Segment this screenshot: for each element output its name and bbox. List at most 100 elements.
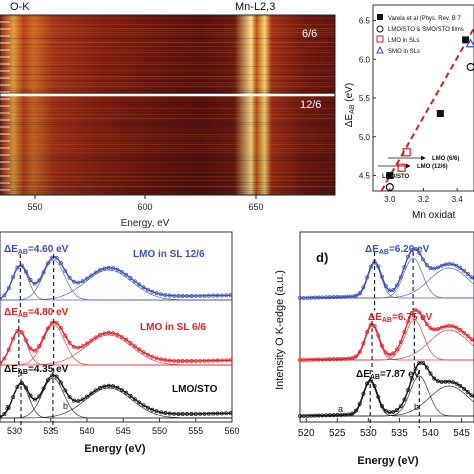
legend-lmo-sl: LMO in SLs bbox=[388, 38, 419, 44]
spectrum-data-point bbox=[331, 295, 336, 300]
spectrum-data-point bbox=[172, 293, 176, 298]
spectrum-data-point bbox=[180, 412, 185, 416]
scatter-y-label-sub: AB bbox=[349, 104, 356, 114]
spectrum-data-point bbox=[206, 358, 211, 363]
spectra-d-frame bbox=[299, 231, 474, 423]
spectrum-data-point bbox=[342, 294, 347, 299]
heatmap-shade bbox=[0, 15, 335, 195]
spectrum-data-point bbox=[24, 385, 29, 390]
spectra-c-x-ticks: 530 535 540 545 550 555 560 bbox=[7, 418, 240, 436]
spectrum-data-point bbox=[206, 411, 211, 416]
spectrum-data-point bbox=[361, 285, 366, 290]
spectrum-data-point bbox=[41, 335, 46, 340]
d-x-tick: 520 bbox=[298, 428, 315, 439]
spectrum-data-point bbox=[11, 336, 16, 341]
spectrum-data-point bbox=[387, 352, 392, 357]
scatter-point-varela bbox=[386, 172, 394, 179]
panel-c-spectra: 530 535 540 545 550 555 560 Energy (eV) ΔEAB=4… bbox=[0, 231, 240, 455]
spectrum-data-point bbox=[202, 411, 207, 416]
spectrum-data-point bbox=[424, 322, 429, 327]
spectrum-data-point bbox=[37, 344, 42, 349]
scatter-y-tick: 6.5 bbox=[359, 17, 371, 26]
spectrum-data-point bbox=[202, 358, 207, 363]
c-x-tick: 535 bbox=[43, 426, 58, 436]
spectrum-data-point bbox=[309, 295, 314, 300]
spectrum-data-point bbox=[50, 373, 55, 378]
spectrum-data-point bbox=[383, 284, 388, 288]
spectrum-fit-component bbox=[300, 267, 474, 299]
spectrum-data-point bbox=[93, 388, 98, 393]
spectrum-data-point bbox=[85, 276, 89, 281]
spectrum-data-point bbox=[128, 394, 133, 398]
spectra-d-x-label: Energy (eV) bbox=[357, 455, 418, 467]
spectrum-data-point bbox=[312, 413, 317, 418]
spectra-c-x-label: Energy (eV) bbox=[84, 443, 145, 455]
spectrum-data-point bbox=[24, 269, 29, 274]
spectrum-data-point bbox=[394, 283, 399, 288]
spectrum-data-point bbox=[339, 294, 343, 299]
spectrum-data-point bbox=[339, 412, 343, 417]
spectrum-data-point bbox=[387, 288, 392, 293]
spectrum-data-point bbox=[224, 358, 229, 363]
spectrum-data-point bbox=[215, 358, 220, 363]
scatter-y-tick: 6.0 bbox=[359, 55, 371, 64]
c-x-tick: 540 bbox=[79, 426, 94, 436]
spectrum-data-point bbox=[368, 264, 373, 269]
spectrum-data-point bbox=[428, 326, 433, 331]
spectrum-data-point bbox=[45, 378, 50, 383]
scatter-x-label: Mn oxidat bbox=[412, 210, 456, 221]
spectrum-data-point bbox=[465, 390, 470, 394]
d-deab-red-sub: AB bbox=[382, 317, 392, 324]
spectrum-data-point bbox=[145, 405, 150, 410]
spectrum-data-point bbox=[63, 333, 68, 338]
c-x-tick: 545 bbox=[116, 426, 131, 436]
spectrum-data-point bbox=[305, 295, 310, 300]
spectrum-data-point bbox=[176, 412, 181, 416]
spectrum-data-point bbox=[167, 411, 172, 416]
spectrum-data-point bbox=[228, 358, 233, 363]
spectrum-data-point bbox=[462, 330, 467, 335]
spectrum-data-point bbox=[206, 293, 211, 298]
spectrum-data-point bbox=[41, 270, 46, 275]
spectrum-data-point bbox=[63, 388, 68, 393]
spectrum-data-point bbox=[357, 402, 362, 407]
spectrum-fit-component bbox=[0, 387, 232, 419]
heatmap-left-ticks bbox=[0, 21, 10, 191]
spectrum-data-point bbox=[298, 296, 302, 300]
spectrum-data-point bbox=[305, 413, 310, 418]
spectrum-data-point bbox=[376, 394, 381, 399]
c-x-tick: 560 bbox=[224, 426, 239, 436]
spectrum-data-point bbox=[413, 247, 418, 251]
d-deab-red: ΔEAB=6.75 eV bbox=[368, 312, 433, 324]
spectrum-data-point bbox=[80, 397, 85, 402]
scatter-y-tick: 5.0 bbox=[359, 133, 371, 142]
spectrum-data-point bbox=[432, 266, 437, 271]
scatter-y-ticks: 4.5 5.0 5.5 6.0 6.5 bbox=[359, 17, 376, 181]
spectrum-data-point bbox=[119, 269, 124, 274]
spectrum-data-point bbox=[376, 264, 381, 269]
spectrum-data-point bbox=[137, 400, 142, 405]
spectrum-data-point bbox=[19, 263, 24, 268]
spectrum-data-point bbox=[465, 334, 470, 338]
spectrum-data-point bbox=[185, 294, 190, 298]
spectrum-data-point bbox=[211, 358, 216, 363]
spectrum-data-point bbox=[189, 294, 194, 298]
spectrum-data-point bbox=[58, 326, 63, 331]
spectrum-data-point bbox=[132, 279, 137, 284]
scatter-x-tick: 3.0 bbox=[384, 195, 396, 204]
spectrum-data-point bbox=[421, 316, 425, 321]
scatter-y-label-delta: ΔE bbox=[344, 114, 355, 128]
spectrum-data-point bbox=[19, 330, 24, 335]
spectrum-data-point bbox=[417, 310, 422, 315]
spectrum-data-point bbox=[365, 275, 370, 280]
spectrum-data-point bbox=[176, 359, 181, 363]
spectrum-data-point bbox=[115, 385, 120, 390]
spectrum-data-point bbox=[417, 361, 422, 365]
spectrum-data-point bbox=[402, 330, 407, 335]
spectrum-data-point bbox=[398, 340, 403, 344]
spectrum-data-point bbox=[409, 376, 414, 381]
c-peak-b: b bbox=[63, 401, 68, 411]
label-12-6: 12/6 bbox=[300, 99, 321, 111]
spectrum-data-point bbox=[193, 411, 198, 416]
spectrum-data-point bbox=[28, 278, 33, 282]
